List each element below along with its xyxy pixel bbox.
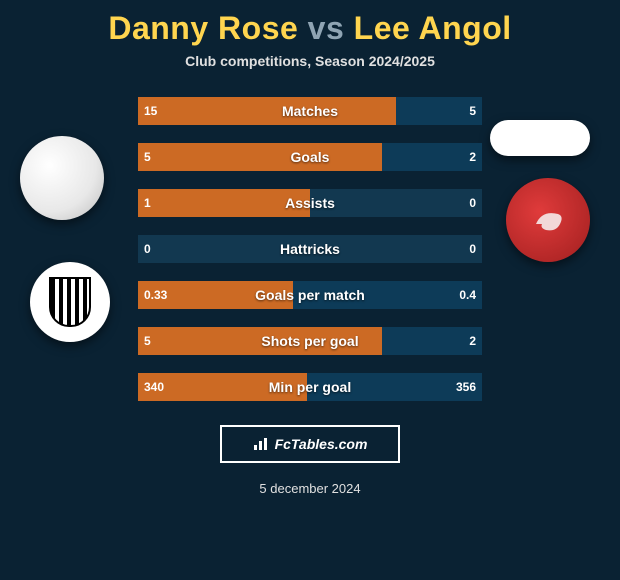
stat-label: Assists xyxy=(138,189,482,217)
stat-row: Goals per match0.33 0.4 xyxy=(138,281,482,309)
player2-name: Lee Angol xyxy=(354,10,512,46)
stat-label: Matches xyxy=(138,97,482,125)
stats-panel: Matches155Goals52Assists10Hattricks00Goa… xyxy=(138,97,482,401)
date-label: 5 december 2024 xyxy=(0,481,620,496)
stat-left-value: 0.33 xyxy=(144,281,167,309)
stat-row: Min per goal340 356 xyxy=(138,373,482,401)
stat-right-value: 0 xyxy=(469,235,476,263)
subtitle: Club competitions, Season 2024/2025 xyxy=(0,53,620,69)
branding-box[interactable]: FcTables.com xyxy=(220,425,400,463)
comparison-card: Danny Rose vs Lee Angol Club competition… xyxy=(0,0,620,580)
stat-label: Shots per goal xyxy=(138,327,482,355)
stat-right-value: 356 xyxy=(456,373,476,401)
stat-label: Min per goal xyxy=(138,373,482,401)
stat-right-value: 0.4 xyxy=(459,281,476,309)
stat-right-value: 2 xyxy=(469,143,476,171)
player1-club-crest xyxy=(30,262,110,342)
player2-photo xyxy=(490,120,590,156)
stat-row: Matches15 5 xyxy=(138,97,482,125)
stat-label: Goals xyxy=(138,143,482,171)
stat-right-value: 0 xyxy=(469,189,476,217)
page-title: Danny Rose vs Lee Angol xyxy=(0,0,620,47)
stat-left-value: 5 xyxy=(144,327,151,355)
player2-club-crest xyxy=(506,178,590,262)
vs-label: vs xyxy=(308,10,345,46)
stat-left-value: 5 xyxy=(144,143,151,171)
stat-row: Shots per goal5 2 xyxy=(138,327,482,355)
stat-label: Goals per match xyxy=(138,281,482,309)
stat-right-value: 2 xyxy=(469,327,476,355)
stat-left-value: 340 xyxy=(144,373,164,401)
chart-icon xyxy=(253,437,269,451)
stat-left-value: 15 xyxy=(144,97,157,125)
stat-left-value: 1 xyxy=(144,189,151,217)
stat-right-value: 5 xyxy=(469,97,476,125)
stat-label: Hattricks xyxy=(138,235,482,263)
branding-label: FcTables.com xyxy=(275,436,368,452)
stat-row: Assists1 0 xyxy=(138,189,482,217)
stat-row: Hattricks0 0 xyxy=(138,235,482,263)
player1-photo xyxy=(20,136,104,220)
club-stripes-icon xyxy=(49,277,91,327)
player1-name: Danny Rose xyxy=(108,10,298,46)
stat-left-value: 0 xyxy=(144,235,151,263)
shrimp-icon xyxy=(526,198,570,242)
stat-row: Goals5 2 xyxy=(138,143,482,171)
